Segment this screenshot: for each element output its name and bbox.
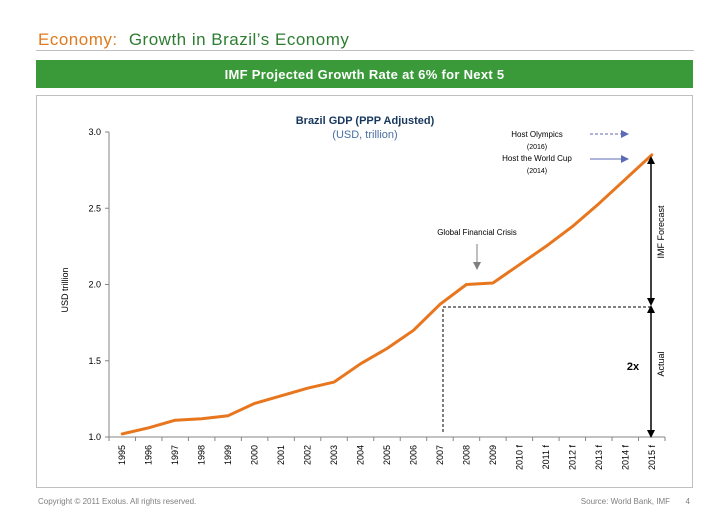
page-header: Economy: Growth in Brazil’s Economy (38, 30, 349, 50)
y-axis-label: USD trillion (60, 267, 70, 312)
worldcup-annotation: Host the World Cup (502, 154, 572, 163)
y-tick-label: 1.5 (88, 356, 101, 366)
olympics-annotation: Host Olympics (511, 130, 563, 139)
x-tick-label: 2002 (303, 445, 313, 465)
chart-title: Brazil GDP (PPP Adjusted) (296, 115, 435, 127)
crisis-annotation: Global Financial Crisis (437, 228, 517, 237)
section-label: Economy: (38, 30, 118, 49)
forecast-label: IMF Forecast (656, 205, 666, 259)
actual-label: Actual (656, 351, 666, 376)
y-tick-label: 2.5 (88, 203, 101, 213)
x-tick-label: 2004 (356, 445, 366, 465)
x-tick-label: 2001 (276, 445, 286, 465)
x-tick-label: 1995 (117, 445, 127, 465)
tick-labels: 1.0 1.5 2.0 2.5 3.0 1995 1996 1997 1998 1999 2000 2… (88, 127, 656, 470)
headline-banner: IMF Projected Growth Rate at 6% for Next… (36, 60, 693, 88)
x-tick-label: 1999 (223, 445, 233, 465)
x-tick-label: 2007 (435, 445, 445, 465)
page-title: Growth in Brazil’s Economy (128, 30, 350, 49)
x-tick-label: 2014 f (620, 445, 630, 471)
y-tick-label: 2.0 (88, 280, 101, 290)
x-tick-label: 2005 (382, 445, 392, 465)
x-tick-label: 1997 (170, 445, 180, 465)
y-tick-label: 3.0 (88, 127, 101, 137)
chart-subtitle: (USD, trillion) (332, 129, 397, 141)
source-note: Source: World Bank, IMF (580, 497, 670, 506)
x-tick-label: 2000 (250, 445, 260, 465)
x-tick-label: 2011 f (541, 445, 551, 470)
x-tick-label: 1998 (197, 445, 207, 465)
x-tick-label: 2009 (488, 445, 498, 465)
worldcup-year: (2014) (527, 168, 547, 175)
x-tick-label: 2008 (461, 445, 471, 465)
page-number: 4 (685, 497, 690, 506)
olympics-year: (2016) (527, 144, 547, 151)
axes (105, 131, 666, 441)
chart-frame (36, 95, 693, 488)
y-tick-label: 1.0 (88, 432, 101, 442)
x-tick-label: 2013 f (594, 445, 604, 471)
x-tick-label: 1996 (144, 445, 154, 465)
header-divider (36, 50, 694, 51)
x-tick-label: 2015 f (647, 445, 657, 471)
x-tick-label: 2003 (329, 445, 339, 465)
x-tick-label: 2012 f (567, 445, 577, 471)
x-tick-label: 2006 (408, 445, 418, 465)
doubling-label: 2x (627, 361, 640, 373)
copyright-notice: Copyright © 2011 Exolus. All rights rese… (38, 497, 197, 506)
x-tick-label: 2010 f (514, 445, 524, 471)
gdp-series-line (120, 153, 654, 436)
